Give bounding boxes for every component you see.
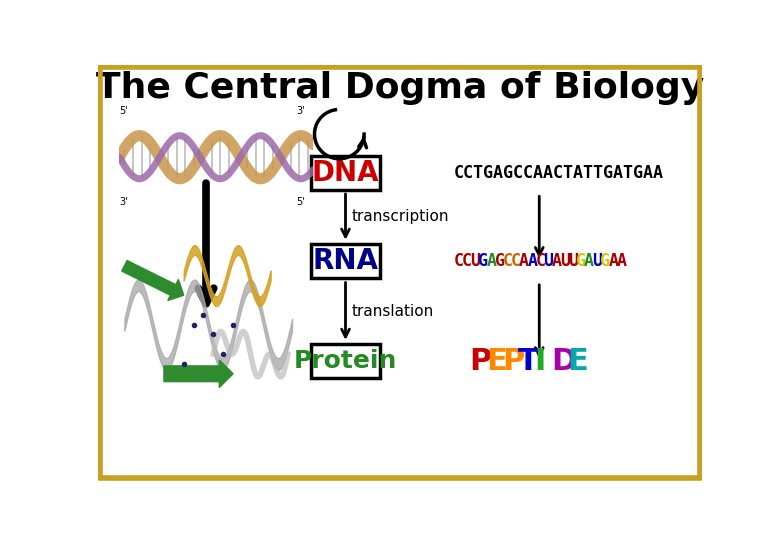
FancyBboxPatch shape <box>310 244 381 278</box>
Text: G: G <box>495 252 505 270</box>
Text: C: C <box>454 252 464 270</box>
Text: E: E <box>486 347 506 376</box>
Text: A: A <box>487 252 497 270</box>
Text: U: U <box>470 252 480 270</box>
Text: The Central Dogma of Biology: The Central Dogma of Biology <box>96 71 704 105</box>
Text: C: C <box>511 252 521 270</box>
Text: RNA: RNA <box>313 247 378 275</box>
Text: U: U <box>560 252 569 270</box>
Text: U: U <box>544 252 554 270</box>
Text: DNA: DNA <box>312 159 379 187</box>
Text: G: G <box>601 252 611 270</box>
Text: T: T <box>519 347 539 376</box>
Text: A: A <box>527 252 537 270</box>
Text: P: P <box>470 347 491 376</box>
Text: A: A <box>551 252 562 270</box>
Text: A: A <box>519 252 529 270</box>
Text: CCTGAGCCAACTATTGATGAA: CCTGAGCCAACTATTGATGAA <box>454 164 664 181</box>
Text: translation: translation <box>352 303 434 319</box>
Text: transcription: transcription <box>352 210 449 225</box>
Text: G: G <box>478 252 488 270</box>
Text: A: A <box>584 252 594 270</box>
Text: P: P <box>502 347 524 376</box>
Text: C: C <box>535 252 545 270</box>
Text: U: U <box>592 252 602 270</box>
Text: E: E <box>567 347 588 376</box>
Text: G: G <box>576 252 586 270</box>
Text: D: D <box>551 347 576 376</box>
Text: C: C <box>503 252 512 270</box>
Text: I: I <box>534 347 546 376</box>
FancyBboxPatch shape <box>310 345 381 378</box>
Text: C: C <box>462 252 472 270</box>
Text: U: U <box>568 252 578 270</box>
FancyBboxPatch shape <box>310 156 381 190</box>
Text: A: A <box>617 252 627 270</box>
Text: A: A <box>608 252 619 270</box>
Text: Protein: Protein <box>294 349 397 373</box>
